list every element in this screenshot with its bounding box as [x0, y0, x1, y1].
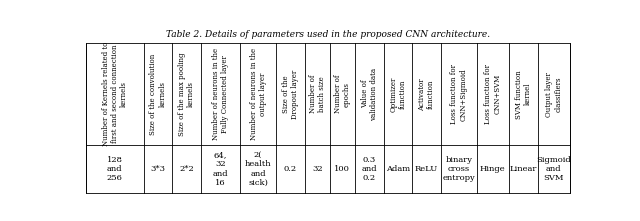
Text: Size of the convolution
kernels: Size of the convolution kernels [149, 54, 166, 135]
Text: 3*3: 3*3 [150, 165, 165, 173]
Text: Sigmoid
and
SVM: Sigmoid and SVM [536, 156, 571, 182]
Text: 100: 100 [334, 165, 350, 173]
Text: Optimizer
function: Optimizer function [389, 76, 406, 112]
Text: 32: 32 [312, 165, 323, 173]
Text: binary
cross
entropy: binary cross entropy [442, 156, 475, 182]
Text: Number of neurons in the
output layer: Number of neurons in the output layer [250, 48, 267, 140]
Text: Value of
validation data: Value of validation data [360, 68, 378, 121]
Text: Activator
function: Activator function [418, 78, 435, 110]
Text: Number of
batch size: Number of batch size [308, 75, 326, 114]
Text: SVM function
kernel: SVM function kernel [515, 70, 532, 118]
Text: Hinge: Hinge [480, 165, 506, 173]
Text: 2*2: 2*2 [179, 165, 194, 173]
Text: 0.2: 0.2 [284, 165, 297, 173]
Text: 2(
health
and
sick): 2( health and sick) [245, 151, 271, 187]
Text: Number of
epochs: Number of epochs [333, 75, 351, 114]
Text: Size of the
Dropout layer: Size of the Dropout layer [282, 70, 299, 119]
Text: 0.3
and
0.2: 0.3 and 0.2 [362, 156, 377, 182]
Text: Output layer
classifiers: Output layer classifiers [545, 72, 563, 117]
Text: Number of Kernels related to
first and second connection
kernels: Number of Kernels related to first and s… [102, 42, 128, 147]
Text: Loss function for
CNN+SVM: Loss function for CNN+SVM [484, 64, 501, 124]
Text: 128
and
256: 128 and 256 [107, 156, 123, 182]
Text: 64,
32
and
16: 64, 32 and 16 [212, 151, 228, 187]
Text: ReLU: ReLU [415, 165, 438, 173]
Bar [86, 44, 570, 193]
Text: Linear: Linear [509, 165, 537, 173]
Text: Table 2. Details of parameters used in the proposed CNN architecture.: Table 2. Details of parameters used in t… [166, 30, 490, 39]
Text: Adam: Adam [386, 165, 410, 173]
Text: Size of the max pooling
kernels: Size of the max pooling kernels [178, 53, 195, 136]
Text: Loss function for
CNN+Sigmoid: Loss function for CNN+Sigmoid [450, 64, 467, 124]
Text: Number of neurons in the
Fully Connected layer: Number of neurons in the Fully Connected… [212, 48, 229, 140]
